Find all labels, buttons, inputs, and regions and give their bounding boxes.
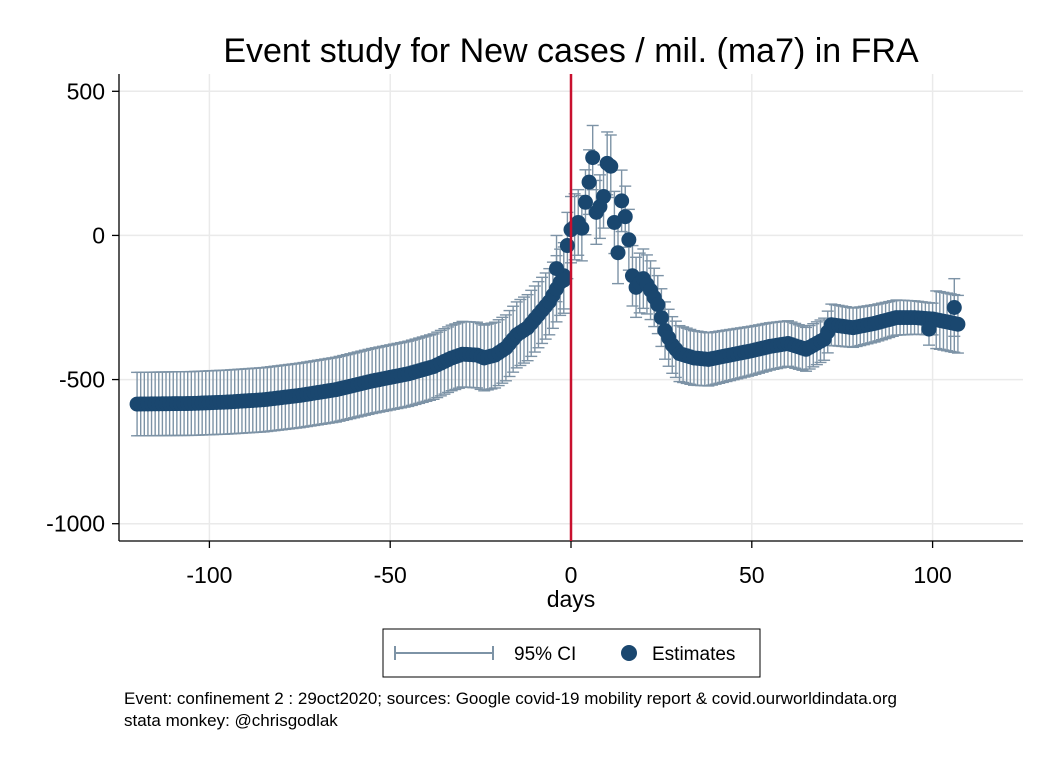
confidence-intervals (131, 124, 964, 437)
x-tick-label: 100 (913, 562, 951, 588)
legend-estimates-symbol (621, 645, 637, 661)
x-tick-label: 0 (565, 562, 578, 588)
estimate-point (621, 232, 637, 248)
estimate-point (946, 300, 962, 315)
author-note: stata monkey: @chrisgodlak (124, 711, 338, 730)
y-tick-label: 500 (67, 78, 105, 104)
x-tick-label: -100 (186, 562, 232, 588)
x-axis-label: days (547, 586, 596, 612)
estimate-point (559, 238, 575, 254)
legend-ci-label: 95% CI (514, 644, 576, 665)
estimate-point (596, 189, 612, 205)
legend-ci-symbol (394, 646, 494, 660)
estimate-point (610, 245, 626, 261)
estimate-point (653, 310, 669, 326)
estimate-point (549, 261, 565, 277)
estimate-point (574, 220, 590, 236)
legend-estimates-label: Estimates (652, 644, 735, 665)
estimate-point (614, 193, 630, 209)
legend: 95% CI Estimates (382, 628, 761, 678)
y-tick-label: -500 (59, 367, 105, 393)
estimate-point (581, 174, 597, 190)
estimate-point (950, 316, 966, 332)
estimate-point (921, 321, 937, 337)
estimate-point (585, 150, 601, 166)
chart-title: Event study for New cases / mil. (ma7) i… (223, 32, 919, 70)
estimate-points (129, 150, 966, 412)
y-tick-label: -1000 (46, 511, 105, 537)
estimate-point (556, 272, 572, 288)
y-tick-label: 0 (92, 222, 105, 248)
source-note: Event: confinement 2 : 29oct2020; source… (124, 689, 897, 708)
estimate-point (617, 209, 633, 225)
x-tick-label: 50 (739, 562, 765, 588)
estimate-point (603, 158, 619, 174)
x-tick-label: -50 (374, 562, 407, 588)
estimate-point (577, 194, 593, 210)
estimate-point (650, 297, 666, 313)
